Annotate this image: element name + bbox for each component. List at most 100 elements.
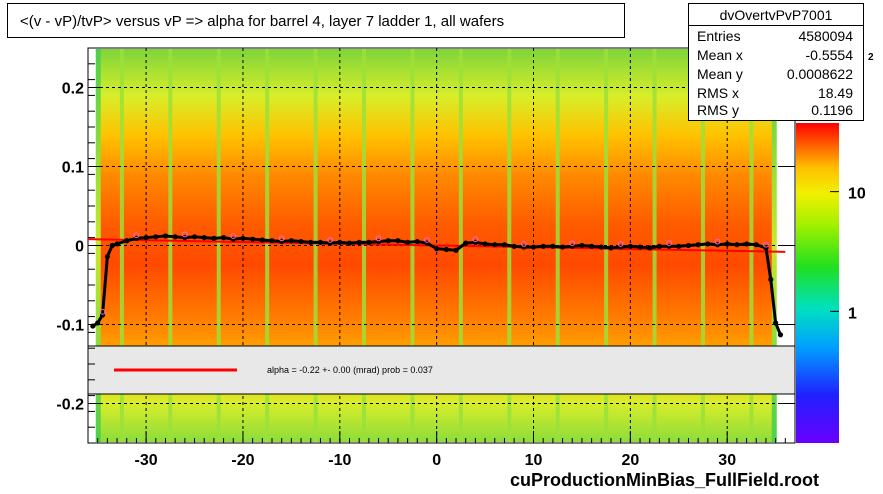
alt-marker [714,238,721,245]
stats-row-mean-x: Mean x -0.5554 [697,47,853,63]
profile-point [308,239,314,245]
profile-point [259,237,265,243]
profile-point [724,241,730,247]
alt-marker [278,235,285,242]
x-tick-label: 20 [621,452,639,469]
profile-point [201,235,207,241]
profile-point [637,244,643,250]
profile-point [109,242,115,249]
profile-point [240,235,246,241]
profile-segment [764,247,773,280]
profile-point [434,246,440,252]
alt-marker [99,308,106,315]
y-axis-ticks: 0.2 0.1 0 -0.1 -0.2 [56,47,795,444]
profile-point [153,234,159,240]
wafer-gap-stripe [168,49,173,442]
alt-marker [133,232,140,239]
profile-point [172,234,178,240]
alt-marker [181,231,188,238]
alt-marker [666,240,672,247]
alt-marker [230,233,237,239]
profile-point [414,238,420,245]
profile-point [337,239,343,245]
stats-box: dvOvertvPvP7001 Entries 4580094 Mean x -0.… [688,3,864,121]
fit-line [87,238,786,253]
profile-point [162,233,169,239]
profile-point [773,320,779,326]
profile-point [288,238,294,244]
x-tick-label: 0 [432,452,441,469]
profile-point [298,238,304,245]
x-tick-label: -30 [135,452,158,469]
profile-point [530,244,537,250]
wafer-gap-stripe [313,49,318,442]
profile-point [627,243,633,249]
profile-point [269,238,275,244]
y-tick-label: 0.2 [62,81,84,98]
profile-point [579,242,585,249]
fit-line-group [87,238,786,253]
alt-marker [375,235,382,242]
profile-point [104,253,110,260]
x-tick-label: 30 [718,452,736,469]
profile-point [598,244,604,250]
wafer-gap-stripe [265,49,270,442]
profile-point [676,243,682,249]
fit-legend-text: alpha = -0.22 +- 0.00 (mrad) prob = 0.03… [267,365,433,375]
profile-point [501,242,508,248]
profile-point [356,239,362,245]
profile-point [124,238,130,244]
profile-segment [101,256,109,316]
y-tick-label: 0.1 [62,160,84,177]
y-tick-label: -0.1 [56,318,84,335]
profile-point [346,240,353,246]
profile-point [705,241,711,247]
alt-marker [424,237,430,243]
x-tick-label: -20 [231,452,254,469]
profile-point [685,242,692,249]
stats-row-rms-x: RMS x 18.49 [697,85,853,101]
x-axis-ticks: -30 -20 -10 0 10 20 30 [97,431,786,469]
profile-point [366,239,372,245]
profile-point [777,332,784,338]
colorbar-top-exponent: 2 [868,52,874,63]
profile-point [768,276,774,283]
profile-point [405,239,411,245]
y-tick-label: -0.2 [56,397,84,414]
stats-title: dvOvertvPvP7001 [719,7,833,23]
profile-point [647,245,653,251]
chart-title: <(v - vP)/tvP> versus vP => alpha for ba… [20,13,505,30]
footer-filename: cuProductionMinBias_FullField.root [509,470,819,490]
x-tick-label: -10 [328,452,351,469]
profile-point [695,242,701,248]
stats-row-mean-y: Mean y 0.0008622 [697,66,853,82]
alt-marker [472,236,479,243]
x-tick-label: 10 [525,452,543,469]
profile-point [743,241,750,247]
stats-separator [689,25,863,26]
profile-point [220,235,227,241]
profile-point [385,238,391,244]
profile-point [211,235,217,241]
alt-marker [327,237,334,243]
colorbar-tick-label: 10 [848,186,866,203]
profile-point [559,244,566,250]
profile-point [463,240,469,246]
profile-point [482,241,488,247]
profile-segment [769,279,778,324]
profile-point [492,242,498,248]
profile-point [656,243,663,249]
profile-point [143,235,149,241]
alt-marker [520,241,527,247]
profile-point [443,246,449,253]
stats-row-rms-y: RMS y 0.1196 [697,102,853,118]
profile-point [114,241,120,247]
alt-marker [569,240,576,247]
profile-point [608,245,614,251]
alt-marker [763,241,769,248]
stats-row-entries: Entries 4580094 [697,28,853,44]
wafer-gap-stripe [119,49,124,442]
profile-points [90,231,784,338]
profile-point [589,243,595,249]
